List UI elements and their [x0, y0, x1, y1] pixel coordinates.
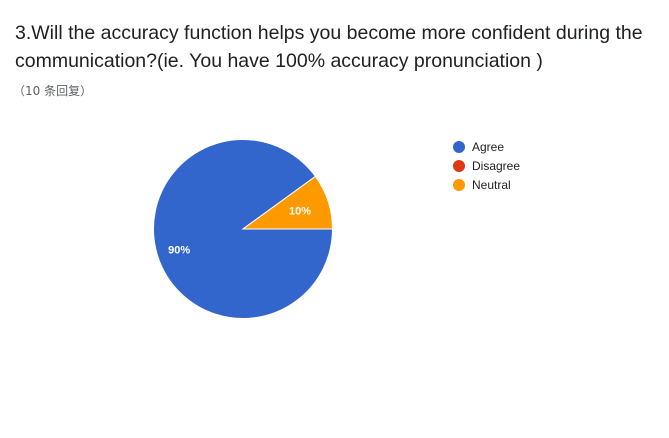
slice-label-agree: 90% — [168, 245, 190, 257]
response-count: （10 条回复） — [13, 84, 93, 98]
legend-swatch-icon — [453, 140, 465, 153]
question-title: 3.Will the accuracy function helps you b… — [15, 22, 643, 72]
legend-label: Disagree — [472, 158, 521, 173]
legend-item-neutral[interactable]: Neutral — [453, 175, 520, 194]
slice-label-neutral: 10% — [289, 205, 311, 217]
legend-swatch-icon — [453, 159, 465, 172]
legend-item-disagree[interactable]: Disagree — [453, 156, 520, 175]
legend-label: Neutral — [472, 177, 511, 192]
legend-swatch-icon — [453, 178, 465, 191]
chart-legend: Agree Disagree Neutral — [453, 137, 520, 194]
legend-item-agree[interactable]: Agree — [453, 137, 520, 156]
pie-slice-neutral[interactable] — [241, 175, 334, 230]
legend-label: Agree — [472, 139, 505, 154]
